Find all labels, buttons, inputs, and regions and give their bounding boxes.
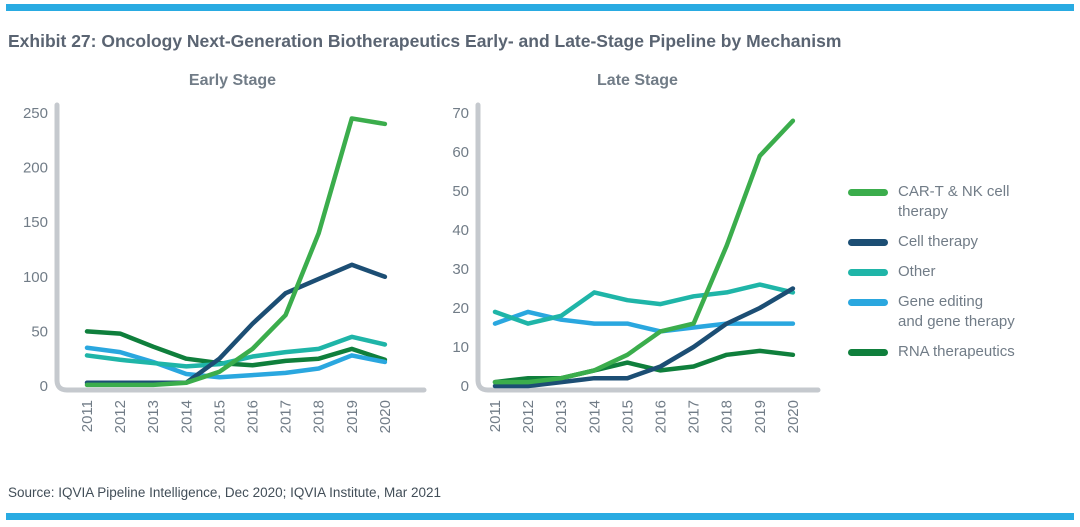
line-car_t	[84, 116, 388, 388]
x-axis-tick-label: 2012	[112, 400, 129, 433]
legend-swatch-gene_editing	[848, 299, 888, 306]
legend-item-cell_therapy: Cell therapy	[848, 232, 1078, 252]
legend-label: RNA therapeutics	[898, 343, 1015, 360]
bottom-accent-bar	[6, 513, 1074, 520]
x-axis-tick-label: 2014	[586, 400, 603, 433]
x-axis-tick-label: 2015	[211, 400, 228, 433]
y-axis-tick-label: 20	[452, 300, 469, 317]
line-gene_editing	[492, 309, 796, 334]
x-axis-tick-label: 2015	[619, 400, 636, 433]
x-axis-tick-label: 2019	[752, 400, 769, 433]
y-axis-tick-label: 50	[31, 323, 48, 340]
legend-item-rna: RNA therapeutics	[848, 342, 1078, 362]
early-stage-chart: 0 50 100 150 200 250 2011 2012 2013 2014 2015 2016 2…	[23, 102, 427, 433]
top-accent-bar	[6, 4, 1074, 11]
y-axis-tick-label: 70	[452, 105, 469, 122]
axis-line	[54, 102, 427, 393]
legend-label: Gene editing and gene therapy	[898, 293, 1015, 330]
source-note: Source: IQVIA Pipeline Intelligence, Dec…	[8, 485, 441, 500]
x-axis-tick-label: 2012	[520, 400, 537, 433]
y-axis-tick-label: 50	[452, 183, 469, 200]
y-axis-tick-label: 60	[452, 144, 469, 161]
exhibit-title: Exhibit 27: Oncology Next-Generation Bio…	[8, 31, 842, 51]
x-axis-tick-label: 2013	[553, 400, 570, 433]
y-axis-tick-label: 250	[23, 105, 48, 122]
line-gene_editing	[84, 345, 388, 380]
y-axis-tick-label: 100	[23, 269, 48, 286]
x-axis-tick-label: 2013	[145, 400, 162, 433]
x-axis-tick-label: 2020	[377, 400, 394, 433]
x-axis-tick-label: 2018	[719, 400, 736, 433]
x-axis-tick-label: 2017	[278, 400, 295, 433]
x-axis-tick-label: 2020	[785, 400, 802, 433]
line-rna	[492, 348, 796, 385]
line-other	[492, 282, 796, 326]
line-rna	[84, 329, 388, 368]
legend-label: CAR-T & NK cell therapy	[898, 183, 1010, 220]
x-axis-tick-label: 2019	[344, 400, 361, 433]
legend-swatch-car_t	[848, 189, 888, 196]
x-axis-tick-label: 2011	[487, 400, 504, 432]
legend-swatch-rna	[848, 349, 888, 356]
x-axis-tick-label: 2018	[311, 400, 328, 433]
legend-label: Cell therapy	[898, 233, 979, 250]
x-axis-tick-label: 2011	[79, 400, 96, 432]
legend-item-other: Other	[848, 262, 1078, 282]
x-axis-tick-label: 2016	[245, 400, 262, 433]
line-cell_therapy	[492, 286, 796, 389]
y-axis-tick-label: 40	[452, 222, 469, 239]
y-axis-tick-label: 0	[40, 378, 48, 395]
axis-line	[475, 102, 821, 393]
legend-swatch-cell_therapy	[848, 239, 888, 246]
y-axis-tick-label: 200	[23, 160, 48, 177]
x-axis-tick-label: 2014	[178, 400, 195, 433]
legend: CAR-T & NK cell therapy Cell therapy Other G…	[848, 182, 1078, 372]
y-axis-tick-label: 150	[23, 214, 48, 231]
x-axis-tick-label: 2016	[653, 400, 670, 433]
legend-item-car_t: CAR-T & NK cell therapy	[848, 182, 1078, 222]
y-axis-tick-label: 10	[452, 339, 469, 356]
legend-item-gene_editing: Gene editing and gene therapy	[848, 292, 1078, 332]
y-axis-tick-label: 30	[452, 261, 469, 278]
legend-swatch-other	[848, 269, 888, 276]
line-car_t	[492, 118, 796, 385]
late-stage-chart: 0 10 20 30 40 50 60 70 2011 2012 2013 2014 2015 2016 2…	[452, 102, 821, 433]
chart-title-late-stage: Late Stage	[597, 72, 678, 89]
legend-label: Other	[898, 263, 936, 280]
x-axis-tick-label: 2017	[686, 400, 703, 433]
chart-title-early-stage: Early Stage	[188, 72, 277, 89]
y-axis-tick-label: 0	[461, 378, 469, 395]
